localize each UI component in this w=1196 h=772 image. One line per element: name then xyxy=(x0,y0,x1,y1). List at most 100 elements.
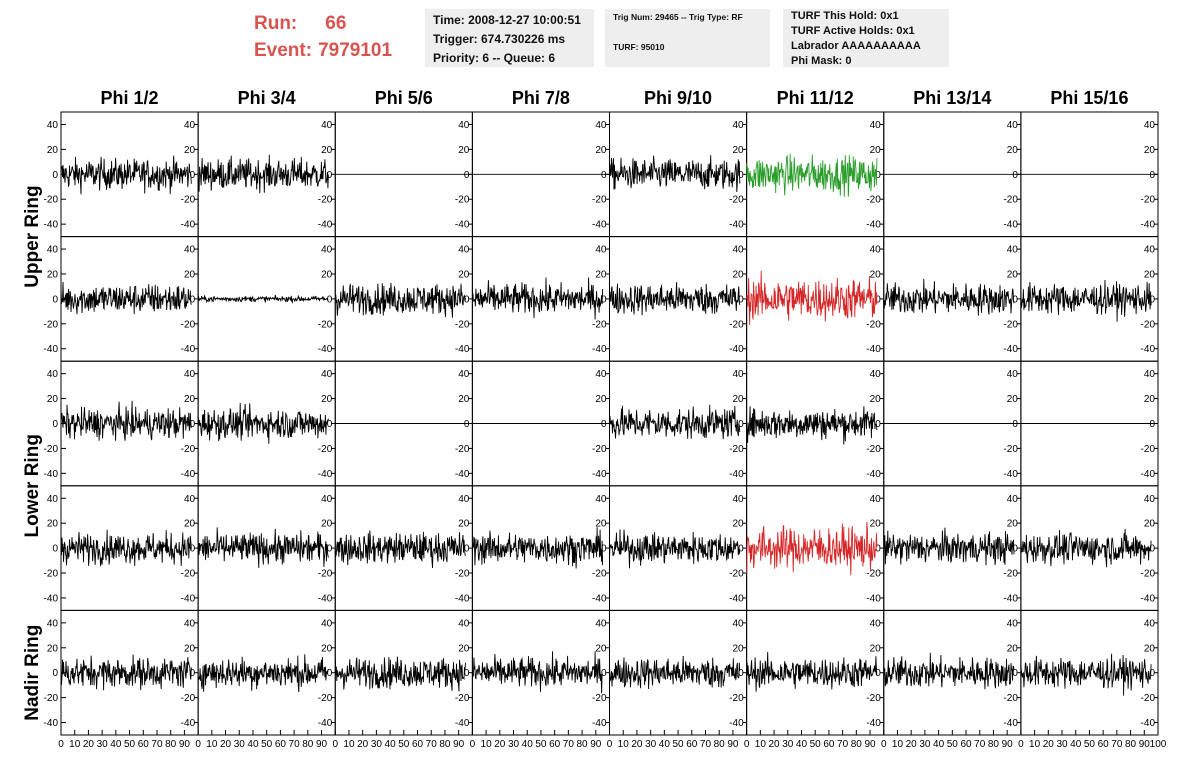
y-tick-label: -40 xyxy=(1141,469,1156,480)
y-tick-label: -20 xyxy=(455,569,470,580)
y-tick-label: -40 xyxy=(729,469,744,480)
y-tick-label: 40 xyxy=(1007,369,1019,380)
event-value: 7979101 xyxy=(318,40,393,61)
y-tick-label: -20 xyxy=(729,319,744,330)
column-heading: Phi 11/12 xyxy=(777,88,854,108)
y-tick-label: 40 xyxy=(458,494,470,505)
x-tick-label: 60 xyxy=(823,739,835,750)
waveform-series xyxy=(609,529,741,569)
y-tick-label: -40 xyxy=(455,469,470,480)
trigger-text: Trigger: 674.730226 ms xyxy=(433,32,566,46)
y-tick-label: 40 xyxy=(733,369,745,380)
y-tick-label: 0 xyxy=(738,419,744,430)
x-tick-label: 0 xyxy=(607,739,613,750)
x-tick-label: 50 xyxy=(124,739,136,750)
y-tick-label: 40 xyxy=(321,494,333,505)
y-tick-label: 20 xyxy=(1144,269,1156,280)
x-tick-label: 30 xyxy=(371,739,383,750)
trig-num-text: Trig Num: 29465 -- Trig Type: RF xyxy=(613,12,743,22)
x-tick-label: 60 xyxy=(686,739,698,750)
x-tick-label: 60 xyxy=(138,739,150,750)
y-tick-label: 40 xyxy=(1007,618,1019,629)
x-tick-label: 60 xyxy=(960,739,972,750)
y-tick-label: 40 xyxy=(458,618,470,629)
y-tick-label: -40 xyxy=(866,344,881,355)
x-tick-label: 50 xyxy=(947,739,959,750)
x-tick-label: 80 xyxy=(988,739,1000,750)
y-tick-label: -40 xyxy=(866,718,881,729)
y-tick-label: -40 xyxy=(318,469,333,480)
y-tick-label: -20 xyxy=(1141,693,1156,704)
x-tick-label: 40 xyxy=(796,739,808,750)
x-tick-label: 50 xyxy=(261,739,273,750)
y-tick-label: 20 xyxy=(1144,394,1156,405)
y-tick-label: -20 xyxy=(592,444,607,455)
y-tick-label: 0 xyxy=(738,668,744,679)
x-tick-label: 20 xyxy=(631,739,643,750)
waveform-series xyxy=(471,651,604,694)
y-tick-label: -20 xyxy=(44,444,59,455)
y-tick-label: 40 xyxy=(47,369,59,380)
y-tick-label: 0 xyxy=(1012,170,1018,181)
y-tick-label: 20 xyxy=(595,269,607,280)
waveform-series xyxy=(609,282,741,316)
y-tick-label: 0 xyxy=(464,668,470,679)
time-text: Time: 2008-12-27 10:00:51 xyxy=(433,13,581,27)
y-tick-label: 40 xyxy=(47,618,59,629)
y-tick-label: 40 xyxy=(870,618,882,629)
y-tick-label: -40 xyxy=(1141,718,1156,729)
y-tick-label: 0 xyxy=(464,544,470,555)
y-tick-label: 20 xyxy=(870,269,882,280)
y-tick-label: 20 xyxy=(458,269,470,280)
x-tick-label: 80 xyxy=(165,739,177,750)
y-tick-label: 40 xyxy=(321,369,333,380)
y-tick-label: -40 xyxy=(1003,718,1018,729)
waveform-series xyxy=(60,281,192,315)
y-tick-label: 40 xyxy=(458,120,470,131)
x-tick-label: 70 xyxy=(837,739,849,750)
y-tick-label: 20 xyxy=(47,394,59,405)
y-tick-label: 40 xyxy=(184,494,196,505)
x-tick-label: 50 xyxy=(673,739,685,750)
y-tick-label: 0 xyxy=(464,170,470,181)
y-tick-label: -40 xyxy=(592,344,607,355)
y-tick-label: -20 xyxy=(44,195,59,206)
y-tick-label: -20 xyxy=(729,569,744,580)
x-tick-label: 90 xyxy=(590,739,602,750)
y-tick-label: -20 xyxy=(318,319,333,330)
y-tick-label: 40 xyxy=(595,245,607,256)
run-event-label: Run: 66 Event: 7979101 xyxy=(254,10,392,64)
turf-this-hold-text: TURF This Hold: 0x1 xyxy=(791,10,899,22)
x-tick-label: 10 xyxy=(69,739,81,750)
y-tick-label: -20 xyxy=(1003,195,1018,206)
x-tick-label: 40 xyxy=(1070,739,1082,750)
x-tick-label: 30 xyxy=(97,739,109,750)
y-tick-label: 0 xyxy=(327,668,333,679)
y-tick-label: -40 xyxy=(1141,344,1156,355)
waveform-series xyxy=(197,527,329,568)
y-tick-label: 0 xyxy=(327,419,333,430)
y-tick-label: -20 xyxy=(318,444,333,455)
column-heading: Phi 9/10 xyxy=(644,88,712,108)
y-tick-label: -40 xyxy=(455,220,470,231)
y-tick-label: 0 xyxy=(601,419,607,430)
y-tick-label: 40 xyxy=(458,245,470,256)
y-tick-label: 40 xyxy=(184,369,196,380)
waveform-series xyxy=(883,278,1015,316)
y-tick-label: -40 xyxy=(1141,593,1156,604)
waveform-series xyxy=(746,406,878,445)
x-tick-label: 0 xyxy=(1018,739,1024,750)
x-tick-label: 50 xyxy=(398,739,410,750)
x-tick-label: 50 xyxy=(810,739,822,750)
x-tick-label: 70 xyxy=(289,739,301,750)
y-tick-label: 0 xyxy=(190,544,196,555)
y-tick-label: -40 xyxy=(592,220,607,231)
y-tick-label: 0 xyxy=(601,544,607,555)
x-tick-label: 40 xyxy=(933,739,945,750)
y-tick-label: -20 xyxy=(1003,693,1018,704)
x-tick-label: 90 xyxy=(453,739,465,750)
y-tick-label: 0 xyxy=(1149,544,1155,555)
y-tick-label: 20 xyxy=(1144,643,1156,654)
y-tick-label: 20 xyxy=(47,643,59,654)
